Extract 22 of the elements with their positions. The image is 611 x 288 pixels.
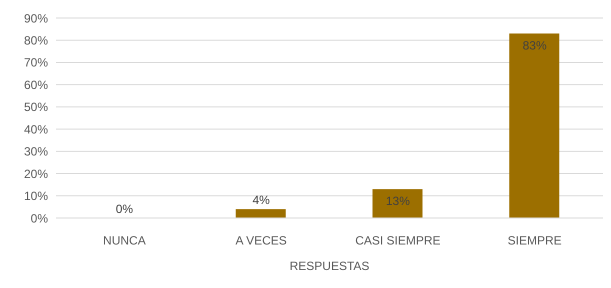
data-label: 83% bbox=[522, 38, 547, 53]
y-tick-label: 90% bbox=[24, 11, 48, 26]
x-tick-label: SIEMPRE bbox=[508, 234, 562, 248]
x-tick-label: NUNCA bbox=[103, 234, 146, 248]
y-tick-label: 50% bbox=[24, 100, 48, 114]
y-tick-label: 10% bbox=[24, 189, 48, 204]
x-axis-title: RESPUESTAS bbox=[290, 259, 370, 273]
y-tick-label: 40% bbox=[24, 122, 48, 136]
data-label: 4% bbox=[252, 193, 270, 208]
y-tick-label: 60% bbox=[24, 78, 48, 92]
y-tick-label: 20% bbox=[24, 166, 48, 181]
x-tick-label: CASI SIEMPRE bbox=[355, 234, 441, 248]
data-label: 0% bbox=[116, 202, 134, 216]
data-label: 13% bbox=[386, 194, 410, 208]
x-tick-label: A VECES bbox=[235, 234, 287, 248]
y-tick-label: 0% bbox=[30, 211, 48, 226]
y-tick-label: 70% bbox=[24, 56, 48, 70]
bar bbox=[236, 209, 286, 218]
bar bbox=[509, 34, 560, 218]
y-tick-label: 30% bbox=[24, 144, 48, 159]
bar bbox=[372, 189, 422, 218]
y-tick-label: 80% bbox=[24, 33, 48, 48]
